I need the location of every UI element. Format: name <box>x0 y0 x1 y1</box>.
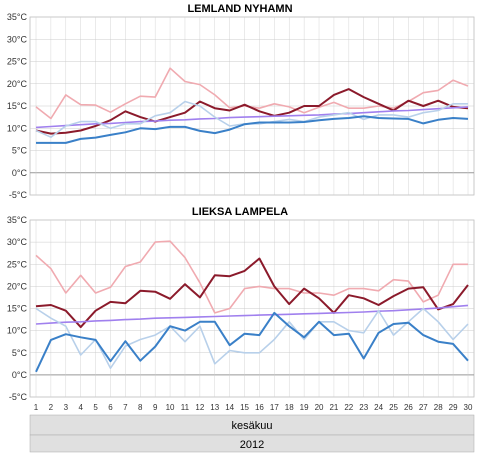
y-tick-label: 30°C <box>7 237 28 247</box>
x-tick-label: 27 <box>419 403 428 412</box>
y-tick-label: 5°C <box>12 146 28 156</box>
x-tick-label: 1 <box>34 403 39 412</box>
y-tick-label: 25°C <box>7 259 28 269</box>
x-tick-label: 14 <box>225 403 234 412</box>
panel-1: -5°C 0°C 5°C 10°C 15°C 20°C 25°C 30°C 35°C <box>7 215 475 402</box>
x-tick-label: 19 <box>300 403 309 412</box>
panel-0: -5°C 0°C 5°C 10°C 15°C 20°C 25°C 30°C 35°C <box>7 12 475 200</box>
x-tick-label: 24 <box>374 403 383 412</box>
series-line-mean_norm <box>35 106 469 129</box>
year-band <box>29 434 475 453</box>
x-tick-label: 16 <box>255 403 264 412</box>
x-tick-label: 21 <box>329 403 338 412</box>
x-tick-label: 7 <box>123 403 128 412</box>
x-tick-label: 28 <box>434 403 443 412</box>
y-tick-label: 35°C <box>7 12 28 22</box>
x-tick-label: 30 <box>464 403 473 412</box>
x-tick-label: 13 <box>210 403 219 412</box>
y-tick-label: 15°C <box>7 101 28 111</box>
chart-title-lemland: LEMLAND NYHAMN <box>187 3 292 15</box>
x-tick-label: 22 <box>344 403 353 412</box>
y-tick-label: -5°C <box>9 190 28 200</box>
x-tick-label: 17 <box>270 403 279 412</box>
y-tick-label: 20°C <box>7 281 28 291</box>
series-line-tmax_obs <box>35 88 469 135</box>
y-tick-label: 25°C <box>7 57 28 67</box>
series-line-tmin_norm <box>35 307 469 370</box>
y-tick-label: 0°C <box>12 168 28 178</box>
x-tick-label: 25 <box>389 403 398 412</box>
x-tick-label: 29 <box>449 403 458 412</box>
x-tick-label: 12 <box>195 403 204 412</box>
series-line-tmax_norm <box>35 240 468 314</box>
series-line-tmin_obs <box>36 115 469 144</box>
x-tick-label: 18 <box>285 403 294 412</box>
y-tick-label: 10°C <box>7 123 28 133</box>
y-tick-label: 15°C <box>7 304 28 314</box>
series-line-tmin_obs <box>35 311 469 373</box>
x-tick-label: 15 <box>240 403 249 412</box>
x-tick-label: 2 <box>49 403 54 412</box>
x-tick-label: 9 <box>153 403 158 412</box>
series-line-tmax_obs <box>35 257 469 329</box>
y-tick-label: -5°C <box>9 392 28 402</box>
x-tick-label: 5 <box>93 403 98 412</box>
x-tick-label: 23 <box>359 403 368 412</box>
y-tick-label: 20°C <box>7 79 28 89</box>
month-label: kesäkuu <box>232 420 273 432</box>
y-tick-label: 10°C <box>7 326 28 336</box>
y-tick-label: 0°C <box>12 370 28 380</box>
year-label: 2012 <box>240 439 264 451</box>
x-tick-label: 26 <box>404 403 413 412</box>
series-line-mean_norm <box>35 304 469 325</box>
x-tick-label: 20 <box>315 403 324 412</box>
x-tick-label: 11 <box>181 403 190 412</box>
y-tick-label: 30°C <box>7 34 28 44</box>
y-tick-label: 35°C <box>7 215 28 225</box>
x-tick-label: 10 <box>166 403 175 412</box>
x-tick-label: 8 <box>138 403 143 412</box>
chart-title-lieksa: LIEKSA LAMPELA <box>192 206 288 218</box>
x-tick-label: 6 <box>108 403 113 412</box>
x-tick-label: 4 <box>78 403 83 412</box>
y-tick-label: 5°C <box>12 348 28 358</box>
x-tick-label: 3 <box>64 403 69 412</box>
